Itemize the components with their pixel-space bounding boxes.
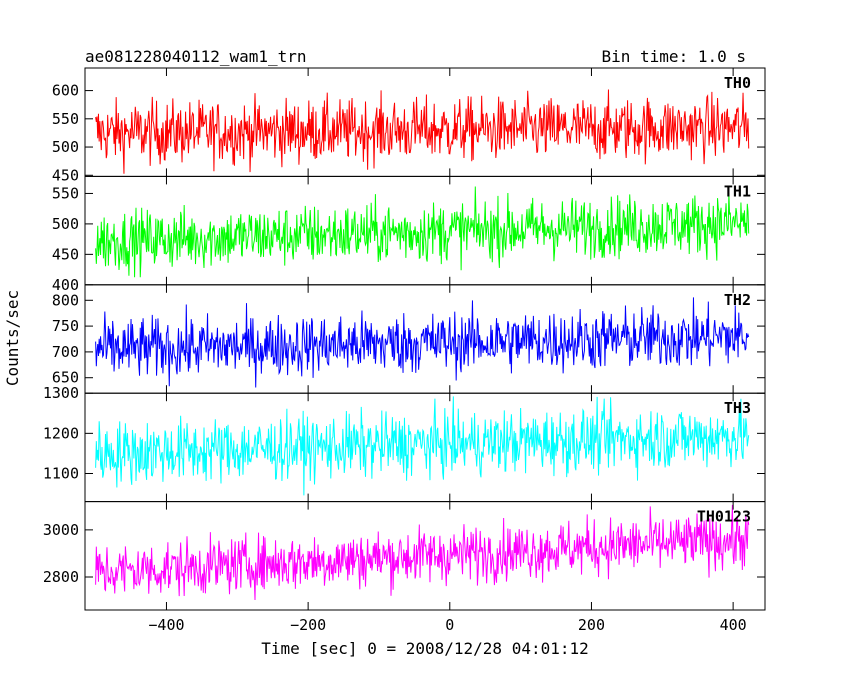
y-tick-label: 1100: [43, 464, 79, 482]
y-tick-label: 800: [52, 291, 79, 309]
y-tick-label: 600: [52, 82, 79, 100]
series-line-th0123: [95, 504, 750, 600]
x-axis: −400 −200 0 200 400: [148, 616, 746, 634]
y-tick-label: 1200: [43, 424, 79, 442]
y-axis-label: Counts/sec: [3, 290, 22, 386]
y-tick-label: 650: [52, 369, 79, 387]
series-label-th1: TH1: [724, 182, 751, 200]
x-tick-label: −400: [148, 616, 184, 634]
y-tick-label: 550: [52, 110, 79, 128]
series-label-th3: TH3: [724, 399, 751, 417]
y-tick-label: 450: [52, 245, 79, 263]
y-tick-label: 500: [52, 138, 79, 156]
y-tick-label: 550: [52, 184, 79, 202]
x-tick-label: −200: [290, 616, 326, 634]
series-line-th1: [95, 186, 750, 278]
panel-frame: [84, 501, 766, 611]
x-tick-label: 400: [720, 616, 747, 634]
y-tick-label: 700: [52, 343, 79, 361]
panels-group: 450 500 550 600 TH0 400 450 500 550 TH1 650 700 750 8…: [43, 67, 766, 611]
series-label-th0: TH0: [724, 74, 751, 92]
series-line-th3: [95, 396, 750, 496]
y-tick-label: 750: [52, 317, 79, 335]
x-axis-label: Time [sec] 0 = 2008/12/28 04:01:12: [261, 639, 589, 658]
series-label-th2: TH2: [724, 291, 751, 309]
plot-title: ae081228040112_wam1_trn: [85, 47, 307, 66]
x-tick-label: 200: [578, 616, 605, 634]
y-tick-label: 3000: [43, 521, 79, 539]
series-label-th0123: TH0123: [697, 508, 751, 526]
y-tick-label: 2800: [43, 568, 79, 586]
y-tick-label: 500: [52, 215, 79, 233]
y-tick-label: 450: [52, 166, 79, 184]
y-tick-label: 400: [52, 276, 79, 294]
series-line-th0: [95, 89, 750, 174]
y-tick-label: 1300: [43, 384, 79, 402]
bin-time-label: Bin time: 1.0 s: [602, 47, 747, 66]
x-tick-label: 0: [445, 616, 454, 634]
series-line-th2: [95, 297, 750, 388]
